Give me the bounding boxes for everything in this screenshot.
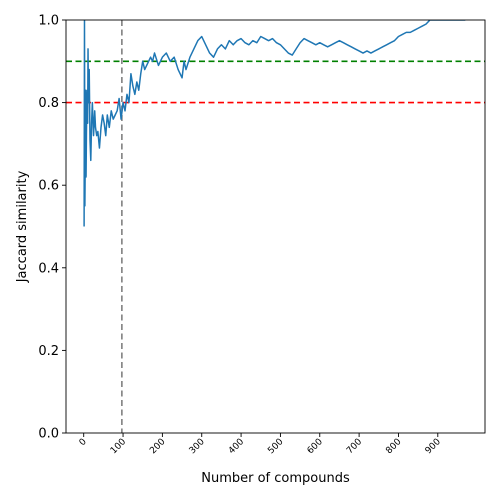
x-tick-label: 500: [266, 437, 285, 456]
y-tick-label: 1.0: [38, 14, 59, 29]
plot-frame: [65, 19, 486, 434]
reference-lines: [66, 20, 485, 433]
x-tick-label: 300: [188, 437, 207, 456]
x-tick-label: 0: [78, 437, 89, 448]
x-tick-label: 800: [384, 437, 403, 456]
x-axis-label: Number of compounds: [201, 471, 350, 486]
y-tick-label: 0.8: [38, 96, 59, 111]
y-tick-label: 0.2: [38, 344, 59, 359]
y-tick-label: 0.6: [38, 179, 59, 194]
x-tick-label: 100: [109, 437, 128, 456]
y-tick-label: 0.4: [38, 261, 59, 276]
y-tick-label: 0.0: [38, 427, 59, 442]
x-tick-label: 900: [424, 437, 443, 456]
y-axis-label: Jaccard similarity: [15, 170, 30, 283]
x-tick-label: 200: [148, 437, 167, 456]
x-tick-label: 600: [306, 437, 325, 456]
series-line-0: [83, 20, 466, 227]
x-tick-label: 700: [345, 437, 364, 456]
axes-layer: 0.0 0.2 0.4 0.6 0.8 1.0 0 100 200 300 400 500 600 700…: [38, 14, 486, 456]
x-tick-label: 400: [227, 437, 246, 456]
series-layer: [83, 20, 466, 227]
